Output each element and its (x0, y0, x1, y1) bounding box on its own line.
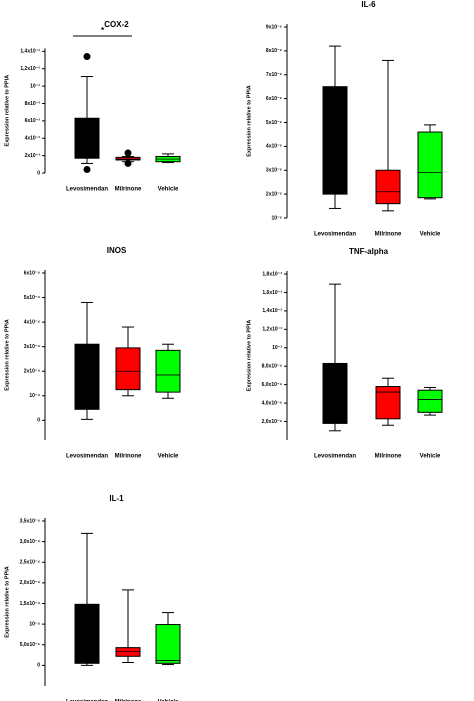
box (74, 603, 100, 664)
x-tick-label: Vehicle (420, 454, 441, 460)
x-tick-label: Vehicle (420, 232, 441, 238)
y-tick-label: 1,8x10⁻³ (262, 271, 282, 277)
box (375, 386, 401, 420)
x-tick-label: Vehicle (158, 187, 179, 193)
box (375, 169, 401, 205)
y-tick-label: 1,5x10⁻⁴ (20, 601, 41, 607)
y-tick-label: 0 (37, 170, 40, 176)
y-tick-label: 5,0x10⁻⁵ (20, 642, 41, 648)
y-tick-label: 1,6x10⁻³ (262, 290, 282, 296)
y-axis-label: Expression relative to PPIA (4, 319, 10, 391)
y-tick-label: 9x10⁻⁶ (266, 24, 282, 30)
box (155, 349, 181, 393)
chart-title: IL-6 (361, 0, 376, 9)
y-tick-label: 6,0x10⁻⁴ (262, 382, 283, 388)
panel: INOS Expression relative to PPIA 0 10⁻⁴ 2x10… (4, 246, 181, 460)
chart-title: COX-2 (104, 20, 129, 29)
y-tick-label: 3x10⁻⁴ (24, 344, 41, 350)
chart-title: TNF-alpha (349, 247, 389, 256)
x-tick-label: Levosimendan (314, 454, 356, 460)
outlier (83, 53, 91, 61)
y-axis-label: Expression relative to PPIA (246, 85, 252, 157)
outlier (83, 166, 91, 174)
x-tick-label: Vehicle (158, 700, 179, 701)
panel: IL-1 Expression relative to PPIA 0 5,0x10⁻⁵… (4, 494, 181, 701)
y-tick-label: 10⁻² (30, 83, 40, 89)
y-tick-label: 2x10⁻⁴ (24, 369, 41, 375)
x-tick-label: Levosimendan (314, 232, 356, 238)
panel: TNF-alpha Expression relative to PPIA 2,0x… (246, 247, 443, 460)
y-tick-label: 1,2x10⁻² (20, 66, 40, 72)
box (115, 647, 141, 657)
y-tick-label: 10⁻⁴ (29, 393, 40, 399)
box (322, 86, 348, 195)
y-tick-label: 2x10⁻⁶ (266, 191, 282, 197)
y-axis-label: Expression relative to PPIA (4, 566, 10, 638)
box (74, 117, 100, 159)
significance-label: * (101, 26, 105, 35)
y-tick-label: 2x10⁻³ (25, 153, 41, 159)
y-tick-label: 6x10⁻³ (25, 118, 41, 124)
y-tick-label: 3,5x10⁻⁴ (20, 518, 41, 524)
x-tick-label: Milrinone (115, 700, 142, 701)
x-tick-label: Levosimendan (66, 454, 108, 460)
box (322, 362, 348, 424)
x-tick-label: Milrinone (115, 454, 142, 460)
y-tick-label: 2,5x10⁻⁴ (20, 560, 41, 566)
outlier (124, 149, 132, 157)
chart-title: IL-1 (109, 494, 124, 503)
y-tick-label: 0 (37, 663, 40, 669)
y-tick-label: 10⁻⁶ (271, 215, 282, 221)
y-tick-label: 10⁻³ (272, 345, 282, 351)
y-tick-label: 0 (37, 418, 40, 424)
y-tick-label: 6x10⁻⁴ (24, 270, 41, 276)
y-tick-label: 4x10⁻³ (25, 136, 41, 142)
box (155, 624, 181, 664)
y-tick-label: 3,0x10⁻⁴ (20, 539, 41, 545)
box (115, 347, 141, 391)
y-tick-label: 1,2x10⁻³ (262, 327, 282, 333)
y-tick-label: 10⁻⁴ (29, 621, 40, 627)
outlier (124, 159, 132, 167)
y-tick-label: 8x10⁻³ (25, 101, 41, 107)
panel: COX-2 Expression relative to PPIA 0 2x10⁻³ 4… (4, 20, 181, 193)
chart-title: INOS (107, 246, 127, 255)
box (417, 131, 443, 199)
y-axis-label: Expression relative to PPIA (246, 320, 252, 392)
y-tick-label: 8,0x10⁻⁴ (262, 364, 283, 370)
y-tick-label: 3x10⁻⁶ (266, 168, 282, 174)
y-tick-label: 6x10⁻⁶ (266, 96, 282, 102)
x-tick-label: Levosimendan (66, 700, 108, 701)
panel: IL-6 Expression relative to PPIA 10⁻⁶ 2x10⁻… (246, 0, 443, 238)
y-tick-label: 8x10⁻⁶ (266, 48, 282, 54)
y-tick-label: 5x10⁻⁴ (24, 295, 41, 301)
box (115, 156, 141, 161)
y-tick-label: 4,0x10⁻⁴ (262, 400, 283, 406)
x-tick-label: Milrinone (375, 232, 402, 238)
y-tick-label: 2,0x10⁻⁴ (262, 419, 283, 425)
y-tick-label: 1,4x10⁻² (20, 49, 40, 55)
y-tick-label: 4x10⁻⁶ (266, 144, 282, 150)
y-tick-label: 7x10⁻⁶ (266, 72, 282, 78)
y-tick-label: 2,0x10⁻⁴ (20, 580, 41, 586)
x-tick-label: Milrinone (115, 187, 142, 193)
box (74, 343, 100, 410)
y-tick-label: 4x10⁻⁴ (24, 319, 41, 325)
y-axis-label: Expression relative to PPIA (4, 75, 10, 147)
y-tick-label: 5x10⁻⁶ (266, 120, 282, 126)
box (417, 389, 443, 413)
y-tick-label: 1,4x10⁻³ (262, 308, 282, 314)
x-tick-label: Milrinone (375, 454, 402, 460)
x-tick-label: Vehicle (158, 454, 179, 460)
x-tick-label: Levosimendan (66, 187, 108, 193)
